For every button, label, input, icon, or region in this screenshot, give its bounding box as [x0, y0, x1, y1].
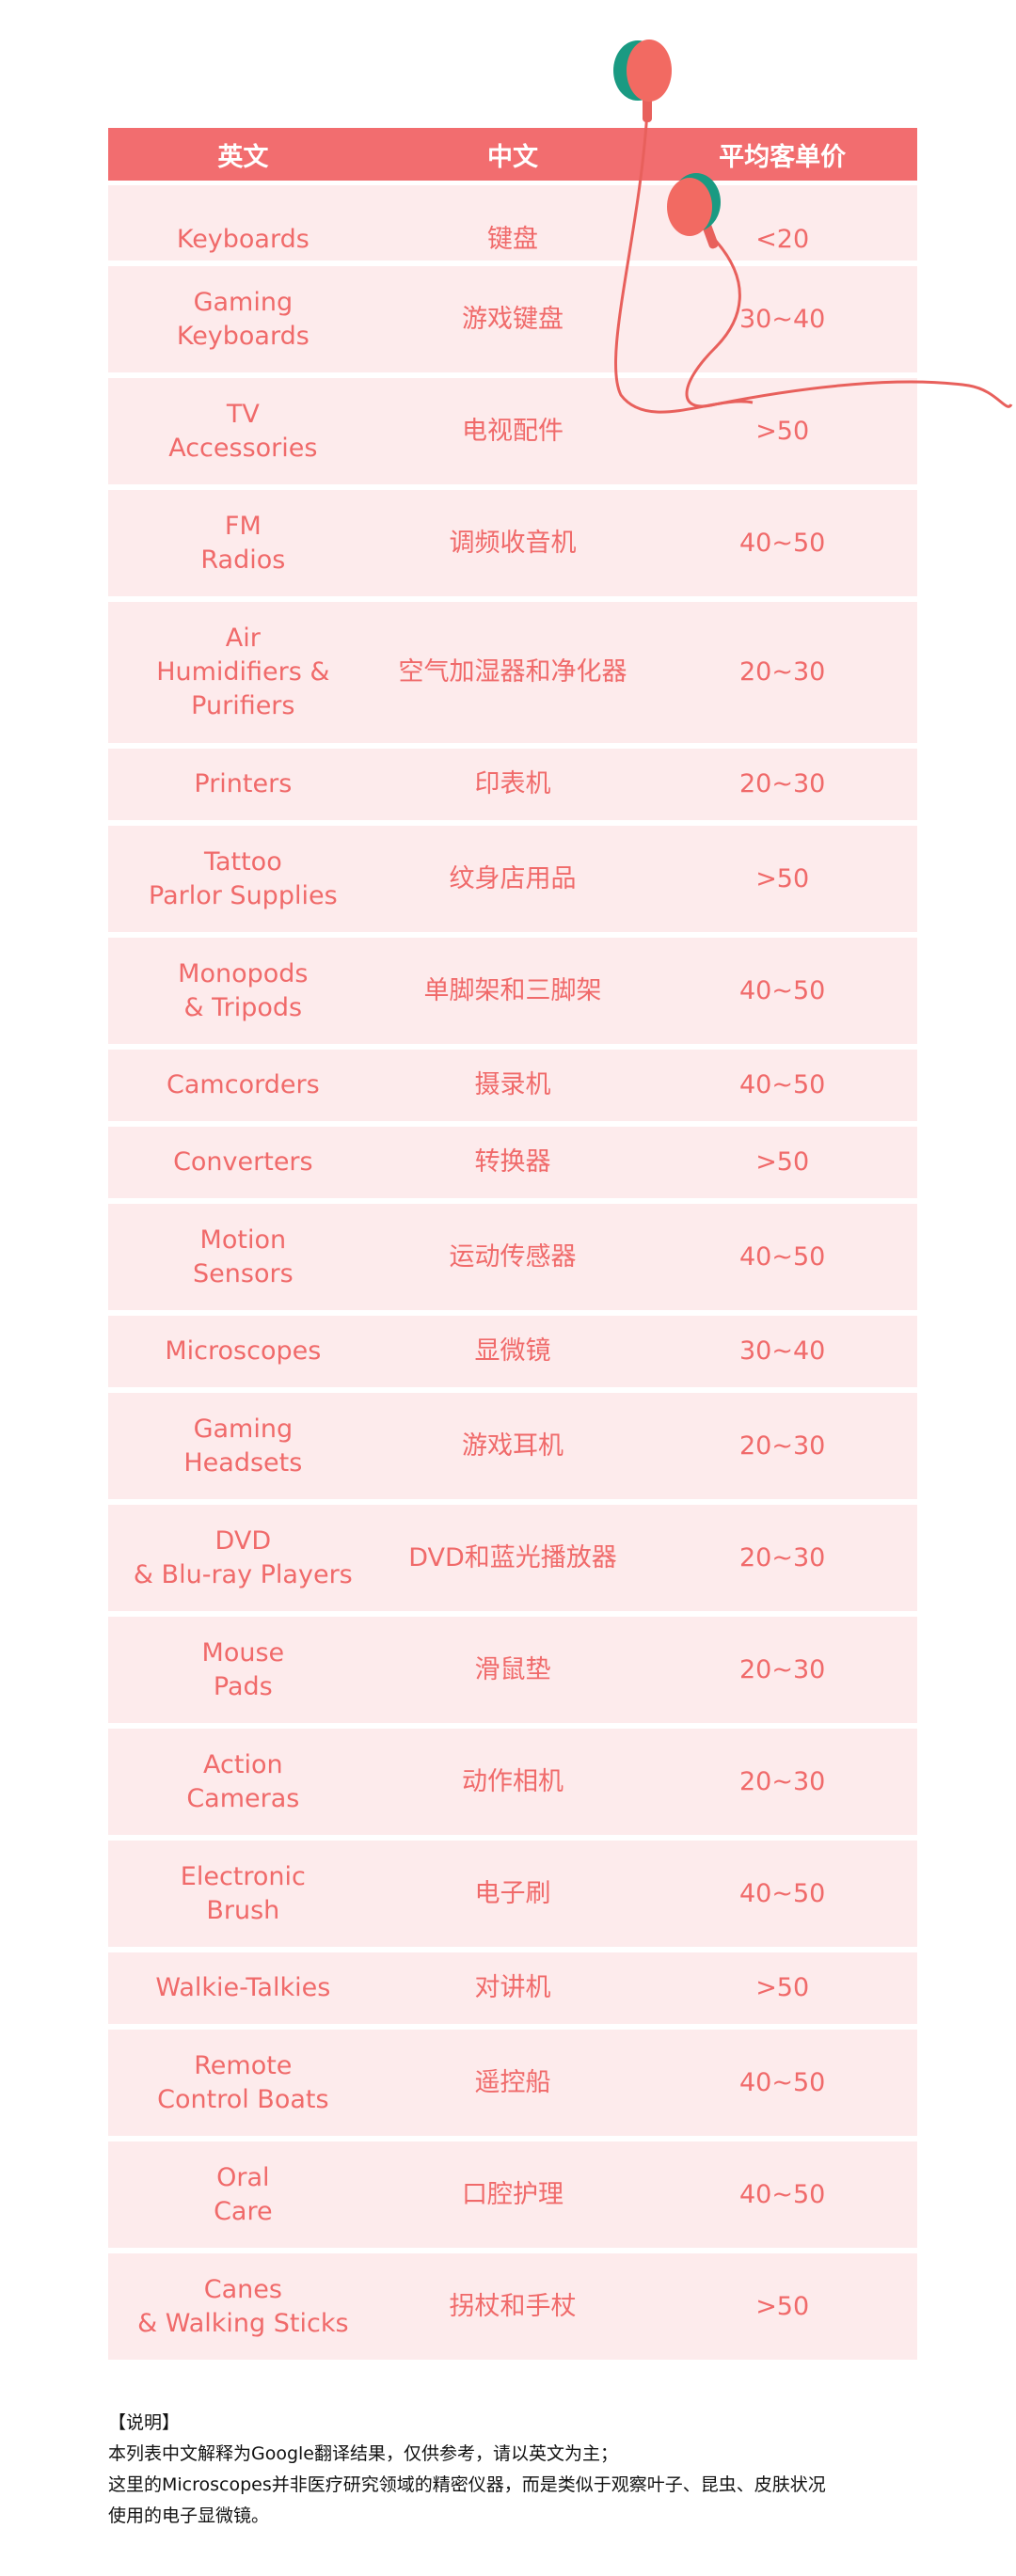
table-row: Action Cameras 动作相机 20~30	[108, 1729, 917, 1835]
cell-chinese: 游戏耳机	[462, 1430, 564, 1461]
cell-chinese: 空气加湿器和净化器	[398, 657, 627, 687]
cell-price: <20	[755, 225, 810, 254]
cell-english: Keyboards	[176, 225, 310, 254]
cell-english: FM Radios	[200, 511, 286, 575]
cell-english: Air Humidifiers & Purifiers	[156, 624, 330, 720]
cell-english: Mouse Pads	[201, 1637, 285, 1701]
cell-chinese: 电视配件	[462, 416, 564, 446]
cell-english: Microscopes	[165, 1336, 322, 1366]
price-table: 英文 中文 平均客单价 Keyboards 键盘 <20 Gaming Keyboar…	[108, 128, 917, 2365]
cell-price: 20~30	[739, 1542, 826, 1572]
cell-english: Printers	[194, 769, 293, 798]
cell-price: 40~50	[739, 1878, 826, 1908]
cell-chinese: 动作相机	[462, 1766, 564, 1796]
cell-price: >50	[755, 863, 810, 893]
table-row: Air Humidifiers & Purifiers 空气加湿器和净化器 20~3…	[108, 602, 917, 743]
cell-english: Camcorders	[167, 1070, 320, 1099]
cell-chinese: 纹身店用品	[449, 863, 577, 893]
note-line: 本列表中文解释为Google翻译结果，仅供参考，请以英文为主；	[108, 2443, 619, 2464]
cell-english: Action Cameras	[186, 1749, 300, 1813]
cell-chinese: 显微镜	[474, 1336, 551, 1366]
note-line: 这里的Microscopes并非医疗研究领域的精密仪器，而是类似于观察叶子、昆虫…	[108, 2474, 826, 2495]
cell-english: Walkie-Talkies	[155, 1973, 331, 2002]
table-row: TV Accessories 电视配件 >50	[108, 378, 917, 484]
table-row: Converters 转换器 >50	[108, 1127, 917, 1198]
cell-price: 40~50	[739, 975, 826, 1005]
cell-english: DVD & Blu-ray Players	[133, 1525, 353, 1589]
table-row: Gaming Headsets 游戏耳机 20~30	[108, 1393, 917, 1499]
cell-price: >50	[755, 416, 810, 446]
cell-chinese: 运动传感器	[449, 1241, 577, 1272]
table-row: Printers 印表机 20~30	[108, 749, 917, 820]
table-row: Canes & Walking Sticks 拐杖和手杖 >50	[108, 2253, 917, 2360]
header-english: 英文	[217, 142, 269, 172]
cell-price: >50	[755, 1147, 810, 1177]
cell-chinese: 印表机	[474, 769, 551, 798]
table-row: Tattoo Parlor Supplies 纹身店用品 >50	[108, 826, 917, 932]
cell-price: 20~30	[739, 1654, 826, 1684]
header-chinese: 中文	[487, 142, 538, 172]
cell-price: 40~50	[739, 528, 826, 558]
table-row: Monopods & Tripods 单脚架和三脚架 40~50	[108, 938, 917, 1044]
cell-price: 40~50	[739, 1070, 826, 1099]
cell-price: 20~30	[739, 1430, 826, 1461]
table-row: Keyboards 键盘 <20	[108, 185, 917, 261]
cell-english: TV Accessories	[168, 399, 318, 463]
table-row: DVD & Blu-ray Players DVD和蓝光播放器 20~30	[108, 1505, 917, 1611]
cell-english: Gaming Headsets	[183, 1414, 303, 1478]
table-row: Gaming Keyboards 游戏键盘 30~40	[108, 266, 917, 372]
cell-price: >50	[755, 2291, 810, 2321]
table-row: Microscopes 显微镜 30~40	[108, 1316, 917, 1387]
table-row: Electronic Brush 电子刷 40~50	[108, 1841, 917, 1947]
cell-english: Electronic Brush	[180, 1861, 306, 1925]
cell-english: Gaming Keyboards	[176, 287, 310, 351]
cell-price: 40~50	[739, 2179, 826, 2209]
cell-english: Remote Control Boats	[157, 2050, 329, 2114]
cell-english: Monopods & Tripods	[178, 958, 309, 1022]
table-row: Oral Care 口腔护理 40~50	[108, 2141, 917, 2248]
note-line: 使用的电子显微镜。	[108, 2505, 270, 2526]
cell-chinese: 摄录机	[474, 1070, 551, 1099]
note-title: 【说明】	[108, 2412, 181, 2433]
cell-price: 30~40	[739, 1336, 826, 1366]
table-row: FM Radios 调频收音机 40~50	[108, 490, 917, 596]
table-row: Camcorders 摄录机 40~50	[108, 1050, 917, 1121]
table-row: Walkie-Talkies 对讲机 >50	[108, 1952, 917, 2024]
cell-chinese: 拐杖和手杖	[449, 2291, 577, 2321]
cell-price: 20~30	[739, 657, 826, 687]
cell-english: Oral Care	[214, 2162, 273, 2226]
cell-chinese: 口腔护理	[462, 2179, 564, 2209]
cell-price: 40~50	[739, 2067, 826, 2097]
cell-chinese: DVD和蓝光播放器	[408, 1542, 617, 1572]
cell-english: Converters	[173, 1147, 313, 1177]
cell-price: 30~40	[739, 304, 826, 334]
cell-chinese: 电子刷	[474, 1878, 551, 1908]
cell-chinese: 对讲机	[474, 1973, 551, 2002]
table-row: Motion Sensors 运动传感器 40~50	[108, 1204, 917, 1310]
cell-chinese: 游戏键盘	[462, 304, 564, 334]
cell-chinese: 转换器	[474, 1147, 551, 1177]
header-avg-price: 平均客单价	[719, 142, 847, 172]
cell-chinese: 键盘	[487, 225, 538, 254]
cell-chinese: 遥控船	[474, 2067, 551, 2097]
table-row: Mouse Pads 滑鼠垫 20~30	[108, 1617, 917, 1723]
table-row: Remote Control Boats 遥控船 40~50	[108, 2030, 917, 2136]
cell-english: Motion Sensors	[193, 1225, 294, 1288]
table-header: 英文 中文 平均客单价	[108, 128, 917, 181]
note-section: 【说明】 本列表中文解释为Google翻译结果，仅供参考，请以英文为主； 这里的…	[108, 2408, 826, 2532]
cell-english: Canes & Walking Sticks	[137, 2274, 349, 2338]
cell-price: 40~50	[739, 1241, 826, 1272]
cell-english: Tattoo Parlor Supplies	[149, 846, 338, 910]
table-body: Keyboards 键盘 <20 Gaming Keyboards 游戏键盘 30~40 T…	[108, 185, 917, 2360]
cell-price: >50	[755, 1973, 810, 2002]
cell-chinese: 单脚架和三脚架	[423, 975, 602, 1005]
cell-price: 20~30	[739, 1766, 826, 1796]
cell-price: 20~30	[739, 769, 826, 798]
cell-chinese: 滑鼠垫	[474, 1654, 551, 1684]
cell-chinese: 调频收音机	[449, 528, 577, 558]
